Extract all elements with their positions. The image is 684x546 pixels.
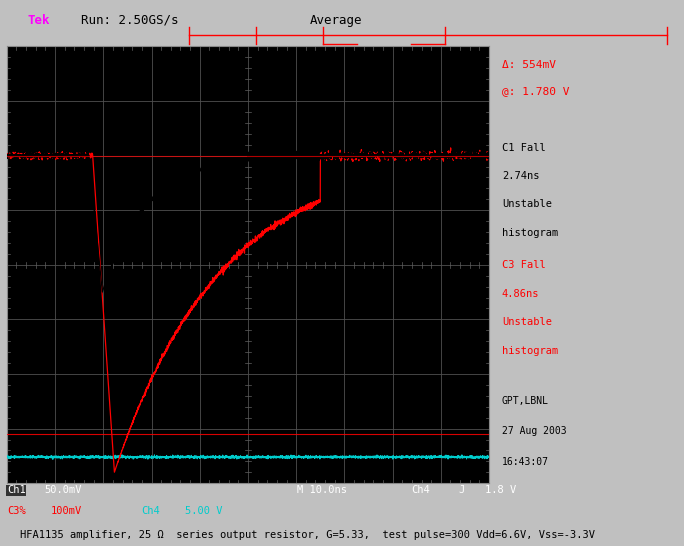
Text: 4.86ns: 4.86ns [502,289,540,299]
Text: J: J [458,485,464,495]
Text: Ch4: Ch4 [411,485,430,495]
Text: Ch4: Ch4 [142,506,160,515]
Text: C1 Fall: C1 Fall [502,143,546,152]
Text: M 10.0ns: M 10.0ns [297,485,347,495]
Text: Unstable: Unstable [502,199,552,209]
Text: C3 Fall: C3 Fall [502,260,546,270]
Text: 27 Aug 2003: 27 Aug 2003 [502,426,566,436]
Text: histogram: histogram [502,346,558,355]
Text: @: 1.780 V: @: 1.780 V [502,86,569,96]
Text: Tek: Tek [27,14,49,27]
Text: Average: Average [310,14,363,27]
Text: 2.74ns: 2.74ns [502,171,540,181]
Text: 1.8 V: 1.8 V [485,485,516,495]
Text: 5.00 V: 5.00 V [185,506,223,515]
Text: 50.0mV: 50.0mV [44,485,81,495]
Text: Run: 2.50GS/s: Run: 2.50GS/s [81,14,179,27]
Text: histogram: histogram [502,228,558,238]
Text: HFA1135 amplifier, 25 Ω  series output resistor, G=5.33,  test pulse=300 Vdd=6.6: HFA1135 amplifier, 25 Ω series output re… [21,530,595,540]
Text: C3%: C3% [7,506,25,515]
Text: Δ: 554mV: Δ: 554mV [502,60,556,69]
Text: Unstable: Unstable [502,317,552,327]
Text: Ch1: Ch1 [7,485,25,495]
Text: GPT,LBNL: GPT,LBNL [502,396,549,406]
Text: 100mV: 100mV [51,506,82,515]
Text: 16:43:07: 16:43:07 [502,457,549,467]
